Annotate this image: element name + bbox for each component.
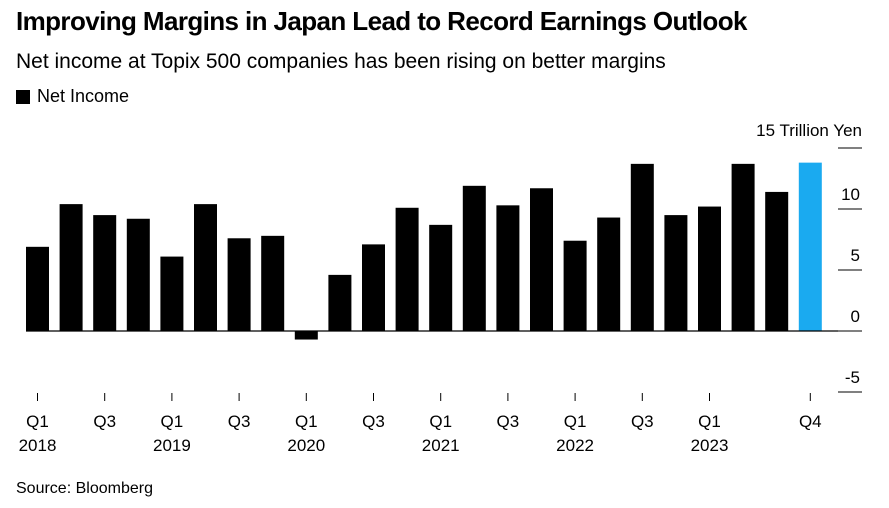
bar-q4-2022	[664, 215, 688, 331]
chart-title: Improving Margins in Japan Lead to Recor…	[16, 6, 747, 36]
bar-q1-2019	[160, 256, 184, 331]
x-year-label: 2018	[19, 436, 57, 455]
bar-q2-2018	[59, 204, 83, 331]
y-unit-label: 15 Trillion Yen	[756, 121, 862, 140]
x-tick-label: Q1	[161, 412, 184, 431]
bar-q3-2023	[765, 191, 789, 331]
x-tick-label: Q3	[362, 412, 385, 431]
x-tick-label: Q1	[295, 412, 318, 431]
x-tick-label: Q1	[26, 412, 49, 431]
bar-q1-2021	[429, 224, 453, 331]
y-tick-label: 5	[851, 246, 860, 265]
legend: Net Income	[16, 86, 129, 107]
bar-q3-2020	[362, 244, 385, 331]
bar-q2-2023	[731, 163, 755, 331]
y-tick-label: 10	[841, 185, 860, 204]
x-tick-label: Q1	[429, 412, 452, 431]
bar-q1-2020	[294, 331, 318, 340]
x-year-label: 2019	[153, 436, 191, 455]
bar-q4-2019	[261, 235, 285, 331]
bar-q1-2018	[26, 246, 49, 331]
x-tick-label: Q3	[631, 412, 654, 431]
bar-q3-2022	[630, 163, 654, 331]
x-tick-label: Q3	[228, 412, 251, 431]
bar-q2-2020	[328, 274, 352, 331]
y-tick-label: -5	[845, 368, 860, 387]
x-tick-label: Q1	[698, 412, 721, 431]
x-tick-label: Q4	[799, 412, 822, 431]
bar-q3-2021	[496, 205, 520, 331]
chart-subtitle: Net income at Topix 500 companies has be…	[16, 50, 666, 73]
bar-q3-2018	[93, 215, 117, 331]
bar-q2-2022	[597, 217, 621, 331]
bar-q1-2022	[563, 240, 587, 331]
bar-q2-2019	[194, 204, 217, 331]
bar-q1-2023	[698, 206, 721, 331]
bar-q4-2021	[530, 188, 553, 331]
legend-label: Net Income	[37, 86, 130, 106]
x-year-label: 2021	[422, 436, 460, 455]
bar-q3-2019	[227, 238, 251, 331]
x-tick-label: Q3	[93, 412, 116, 431]
x-year-label: 2022	[556, 436, 594, 455]
y-tick-label: 0	[851, 307, 860, 326]
bar-q4-2023	[798, 162, 822, 331]
x-tick-label: Q3	[497, 412, 520, 431]
x-year-label: 2023	[691, 436, 729, 455]
x-tick-label: Q1	[564, 412, 587, 431]
bar-q4-2018	[126, 218, 150, 331]
x-year-label: 2020	[287, 436, 325, 455]
legend-swatch	[16, 89, 30, 104]
source-note: Source: Bloomberg	[16, 480, 153, 497]
bar-q4-2020	[395, 207, 419, 331]
bar-q2-2021	[462, 185, 486, 331]
